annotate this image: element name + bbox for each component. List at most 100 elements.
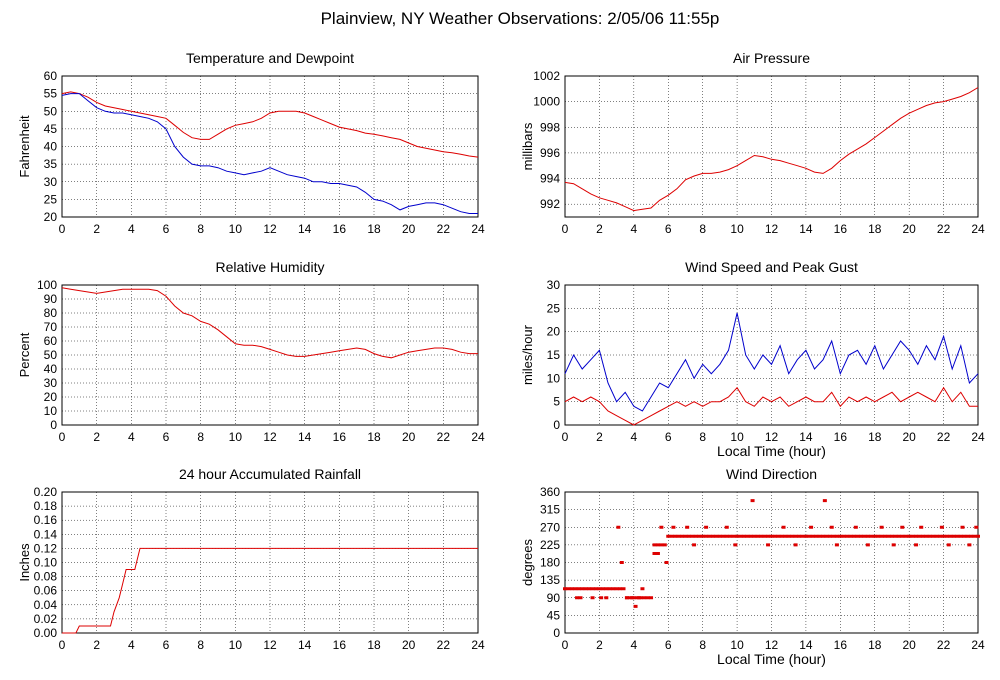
data-point xyxy=(599,596,604,600)
data-point xyxy=(838,534,843,538)
data-point xyxy=(803,534,808,538)
data-point xyxy=(938,534,943,538)
x-tick-label: 2 xyxy=(596,430,603,444)
data-point xyxy=(738,534,743,538)
x-tick-label: 0 xyxy=(59,638,66,652)
y-tick-label: 0 xyxy=(553,418,560,432)
x-tick-label: 24 xyxy=(471,430,485,444)
y-tick-label: 0.00 xyxy=(34,626,58,640)
y-tick-label: 0.14 xyxy=(34,527,58,541)
data-point xyxy=(891,543,896,547)
y-tick-label: 55 xyxy=(44,87,58,101)
x-tick-label: 6 xyxy=(665,222,672,236)
series-line-0 xyxy=(564,312,979,412)
x-tick-label: 8 xyxy=(197,222,204,236)
data-point xyxy=(714,534,719,538)
y-tick-label: 40 xyxy=(44,140,58,154)
data-point xyxy=(721,534,726,538)
y-tick-label: 0.16 xyxy=(34,513,58,527)
data-point xyxy=(958,534,963,538)
data-point xyxy=(917,534,922,538)
data-point xyxy=(920,534,925,538)
y-tick-label: 360 xyxy=(540,485,560,499)
data-point xyxy=(671,525,676,529)
y-tick-label: 0.12 xyxy=(34,541,58,555)
y-tick-label: 0.08 xyxy=(34,570,58,584)
data-point xyxy=(814,534,819,538)
data-point xyxy=(934,534,939,538)
x-tick-label: 24 xyxy=(971,638,985,652)
series-line-1 xyxy=(564,386,978,426)
y-tick-label: 0.20 xyxy=(34,485,58,499)
data-point xyxy=(841,534,846,538)
y-axis-label: millibars xyxy=(520,122,535,170)
y-tick-label: 30 xyxy=(547,278,561,292)
data-point xyxy=(724,534,729,538)
x-tick-label: 18 xyxy=(868,430,882,444)
x-tick-label: 20 xyxy=(902,222,916,236)
plot-frame xyxy=(564,284,979,426)
data-point xyxy=(669,534,674,538)
data-point xyxy=(676,534,681,538)
data-point xyxy=(580,587,585,591)
data-point xyxy=(924,534,929,538)
x-tick-label: 8 xyxy=(699,222,706,236)
data-point xyxy=(907,534,912,538)
data-point xyxy=(717,534,722,538)
x-tick-label: 6 xyxy=(163,222,170,236)
data-point xyxy=(630,596,635,600)
data-point xyxy=(869,534,874,538)
chart-title: Air Pressure xyxy=(733,50,810,66)
x-tick-label: 2 xyxy=(93,222,100,236)
data-point xyxy=(731,534,736,538)
data-point xyxy=(662,543,667,547)
x-tick-label: 6 xyxy=(163,430,170,444)
x-tick-label: 10 xyxy=(229,638,243,652)
y-tick-label: 20 xyxy=(547,325,561,339)
y-tick-label: 30 xyxy=(44,175,58,189)
data-point xyxy=(652,543,657,547)
x-tick-label: 16 xyxy=(333,430,347,444)
x-tick-label: 10 xyxy=(730,430,744,444)
y-tick-label: 25 xyxy=(44,192,58,206)
x-tick-label: 12 xyxy=(263,222,277,236)
data-point xyxy=(817,534,822,538)
y-tick-label: 0 xyxy=(50,418,57,432)
data-point xyxy=(652,551,657,555)
y-tick-label: 50 xyxy=(44,104,58,118)
data-point xyxy=(797,534,802,538)
chart-title: Wind Direction xyxy=(726,466,817,482)
data-point xyxy=(607,587,612,591)
x-tick-label: 4 xyxy=(128,222,135,236)
data-point xyxy=(939,525,944,529)
data-point xyxy=(853,525,858,529)
data-point xyxy=(649,596,654,600)
y-tick-label: 10 xyxy=(44,404,58,418)
data-point xyxy=(781,525,786,529)
x-tick-label: 8 xyxy=(197,430,204,444)
data-point xyxy=(948,534,953,538)
data-point xyxy=(822,499,827,503)
data-point xyxy=(927,534,932,538)
y-tick-label: 30 xyxy=(44,376,58,390)
data-point xyxy=(776,534,781,538)
x-tick-label: 18 xyxy=(868,638,882,652)
y-tick-label: 60 xyxy=(44,334,58,348)
data-point xyxy=(879,525,884,529)
y-tick-label: 10 xyxy=(547,371,561,385)
data-point xyxy=(865,543,870,547)
x-tick-label: 8 xyxy=(699,638,706,652)
chart-title: 24 hour Accumulated Rainfall xyxy=(179,466,361,482)
data-point xyxy=(618,587,623,591)
page-title: Plainview, NY Weather Observations: 2/05… xyxy=(321,9,720,28)
plot-frame xyxy=(564,491,979,634)
data-point xyxy=(976,534,980,538)
x-tick-label: 16 xyxy=(333,222,347,236)
data-point xyxy=(967,543,972,547)
data-point xyxy=(604,596,609,600)
y-tick-label: 5 xyxy=(553,395,560,409)
x-tick-label: 22 xyxy=(937,638,951,652)
data-point xyxy=(972,534,977,538)
x-tick-label: 16 xyxy=(834,430,848,444)
